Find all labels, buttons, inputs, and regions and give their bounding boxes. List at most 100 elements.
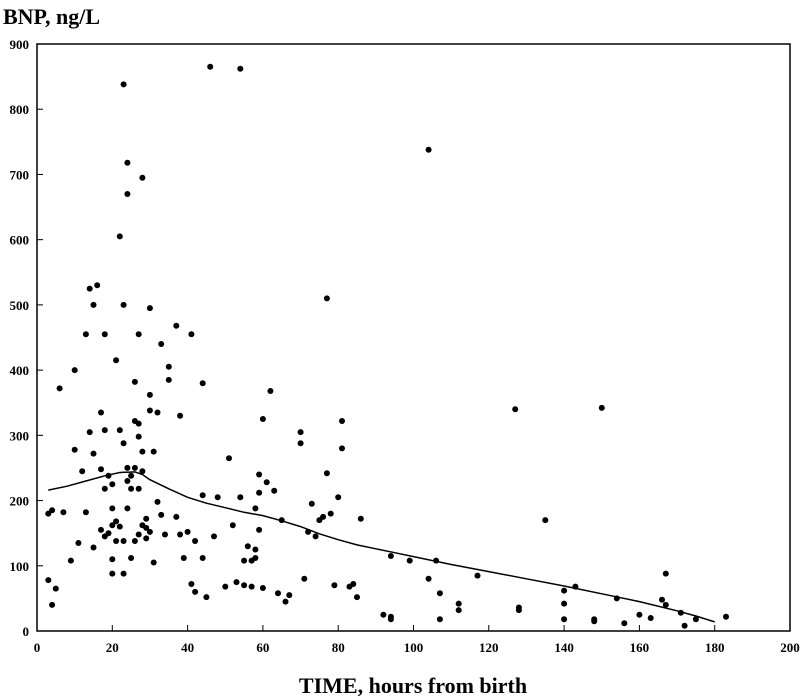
data-point [387, 616, 394, 623]
data-point [45, 577, 52, 584]
smoothed-trend-line [48, 471, 715, 623]
data-point [282, 598, 289, 605]
data-point [109, 522, 116, 529]
data-point [271, 487, 278, 494]
data-point [252, 546, 259, 553]
x-tick-label: 100 [404, 640, 424, 655]
data-point [101, 485, 108, 492]
data-point [312, 533, 319, 540]
data-point [131, 464, 138, 471]
data-point [143, 515, 150, 522]
data-point [286, 592, 293, 599]
data-point [455, 600, 462, 607]
data-point [124, 191, 131, 197]
data-point [173, 322, 180, 329]
data-point [150, 559, 157, 566]
data-point [120, 301, 127, 308]
data-point [75, 540, 82, 546]
x-tick-label: 20 [106, 640, 119, 655]
data-point [192, 538, 199, 544]
data-point [199, 492, 206, 499]
data-point [71, 446, 78, 453]
data-point [128, 472, 135, 479]
data-point [158, 511, 165, 518]
data-point [331, 582, 338, 589]
data-point [60, 509, 67, 516]
data-point [222, 583, 229, 590]
data-point [143, 524, 150, 531]
data-point [98, 409, 104, 416]
y-axis: 0 100 200 300 400 500 600 700 800 900 [10, 37, 43, 639]
data-point [139, 448, 146, 455]
x-tick-label: 60 [256, 640, 269, 655]
data-point [154, 498, 161, 505]
data-point [49, 601, 56, 608]
data-point [113, 538, 120, 544]
data-point [561, 616, 568, 623]
data-point [113, 357, 120, 364]
data-point [109, 481, 116, 488]
data-point [146, 528, 153, 535]
data-point [177, 412, 184, 419]
data-point [436, 590, 443, 597]
data-point [723, 613, 729, 620]
data-point [229, 522, 236, 529]
data-point [162, 531, 168, 538]
data-point [146, 407, 153, 414]
data-point [139, 174, 146, 181]
data-point [263, 479, 270, 486]
data-point [636, 611, 643, 618]
data-point [165, 363, 172, 370]
data-point [256, 489, 263, 496]
data-point [662, 570, 669, 577]
data-point [350, 581, 357, 587]
data-point [82, 509, 89, 516]
data-point [561, 600, 568, 607]
data-point [252, 505, 259, 512]
data-point [82, 331, 89, 338]
data-point [436, 616, 443, 623]
data-point [320, 513, 327, 520]
data-point [120, 538, 127, 544]
data-point [248, 583, 255, 590]
data-point [662, 601, 669, 608]
data-point [241, 582, 248, 589]
data-point [71, 367, 78, 374]
data-point [131, 378, 138, 385]
data-point [259, 585, 266, 591]
x-tick-label: 160 [630, 640, 650, 655]
data-point [591, 618, 598, 625]
data-point [406, 557, 413, 564]
data-point [188, 331, 195, 338]
data-point [188, 581, 195, 587]
data-point [116, 233, 123, 240]
data-point [267, 388, 274, 394]
data-point [256, 471, 263, 478]
data-point [52, 585, 59, 592]
y-tick-label: 800 [10, 102, 30, 117]
data-point [192, 588, 199, 595]
data-point [143, 535, 150, 542]
data-point [380, 611, 387, 618]
data-point [90, 544, 97, 551]
data-point [109, 505, 116, 512]
data-point [335, 494, 342, 501]
data-point [542, 517, 549, 524]
data-point [124, 478, 131, 484]
y-tick-label: 200 [10, 494, 30, 509]
data-point [113, 518, 120, 525]
data-point [233, 579, 240, 586]
data-point [323, 295, 330, 302]
data-point [211, 533, 217, 540]
x-tick-label: 140 [554, 640, 574, 655]
data-point [226, 455, 232, 462]
data-point [165, 376, 172, 383]
data-point [297, 440, 304, 447]
y-tick-label: 0 [23, 624, 30, 639]
data-point [49, 507, 56, 514]
data-point [203, 594, 210, 601]
data-point [301, 575, 308, 582]
data-point [124, 159, 131, 166]
data-point [120, 440, 127, 447]
